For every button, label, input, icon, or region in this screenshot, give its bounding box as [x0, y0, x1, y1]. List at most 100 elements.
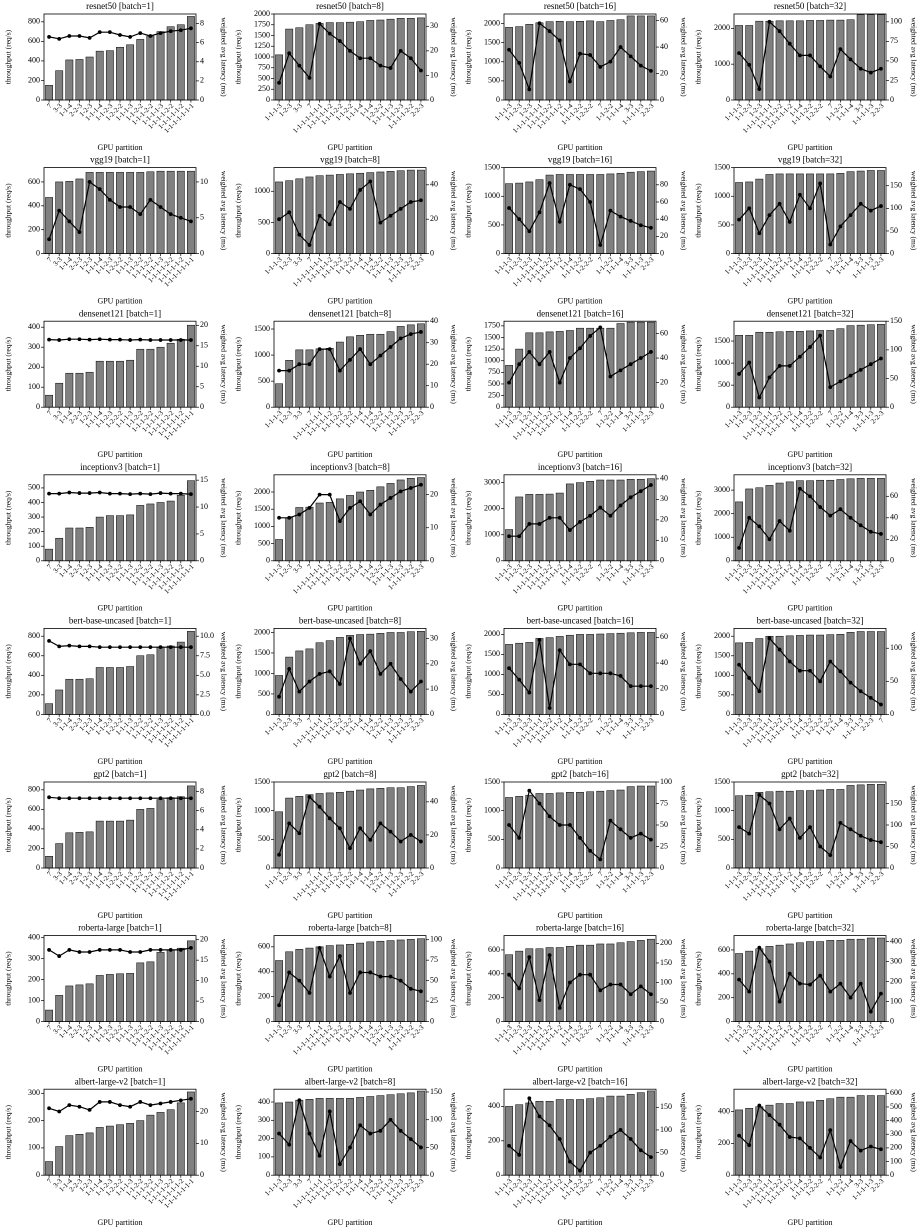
y2-tick-label: 10: [200, 177, 208, 186]
latency-point: [507, 1143, 511, 1148]
bar: [806, 480, 814, 562]
bar: [647, 1090, 655, 1176]
y2-tick-label: 60: [660, 632, 668, 641]
bar: [565, 21, 574, 101]
latency-point: [567, 980, 572, 985]
latency-point: [378, 502, 383, 507]
latency-point: [537, 801, 542, 806]
latency-point: [757, 793, 762, 797]
latency-point: [527, 522, 532, 526]
x-axis-label: GPU partition: [97, 604, 142, 613]
y-tick-label: 600: [28, 177, 40, 186]
bar: [846, 1096, 855, 1176]
y-tick-label: 0: [496, 248, 500, 257]
latency-point: [297, 232, 302, 237]
bar: [325, 792, 334, 869]
latency-point: [47, 35, 51, 39]
y2-tick-label: 30: [430, 633, 438, 642]
latency-point: [408, 833, 413, 837]
latency-point: [879, 356, 883, 361]
x-tick-label: 3-3: [292, 102, 305, 115]
bar: [626, 171, 635, 254]
latency-point: [317, 213, 322, 218]
bar: [877, 631, 885, 715]
latency-point: [408, 332, 413, 336]
latency-point: [378, 63, 383, 68]
bar: [806, 1101, 814, 1176]
latency-point: [378, 974, 383, 979]
y-tick-label: 2000: [714, 631, 730, 640]
latency-point: [128, 338, 133, 342]
latency-point: [287, 368, 292, 373]
latency-point: [107, 337, 112, 342]
latency-point: [47, 1106, 51, 1111]
y2-tick-label: 50: [890, 676, 898, 685]
y-axis-label: throughput (req/s): [464, 951, 473, 1006]
y-tick-label: 0: [496, 863, 500, 872]
bar: [755, 178, 764, 254]
y-axis-label: throughput (req/s): [464, 797, 473, 852]
x-axis-label: GPU partition: [787, 450, 832, 459]
y2-tick-label: 200: [660, 938, 672, 947]
bar: [116, 820, 124, 869]
bar: [606, 327, 615, 408]
bar: [335, 22, 344, 101]
latency-point: [777, 647, 782, 652]
bar: [735, 795, 743, 869]
y2-axis-label: weighted avg latency (ms): [449, 1093, 458, 1173]
latency-point: [537, 638, 542, 642]
y2-tick-label: 40: [660, 658, 668, 667]
x-axis-label: GPU partition: [787, 604, 832, 613]
chart-title: inceptionv3 [batch=32]: [768, 462, 852, 472]
latency-point: [158, 1101, 163, 1106]
bar: [386, 18, 395, 101]
y2-tick-label: 100: [430, 935, 442, 944]
latency-point: [818, 973, 823, 978]
bar: [745, 181, 754, 254]
chart-title: vgg19 [batch=1]: [90, 155, 150, 165]
latency-point: [317, 1153, 322, 1158]
bar: [616, 479, 625, 562]
latency-point: [767, 959, 772, 964]
y-axis-label: throughput (req/s): [234, 797, 243, 852]
bar: [606, 479, 615, 562]
y-axis-label: throughput (req/s): [4, 797, 13, 852]
y-tick-label: 200: [28, 526, 40, 535]
latency-point: [337, 519, 342, 524]
y-tick-label: 200: [488, 993, 500, 1002]
y2-axis-label: weighted avg latency (ms): [449, 939, 458, 1019]
latency-point: [638, 984, 643, 989]
latency-point: [419, 679, 423, 684]
y2-axis-label: weighted avg latency (ms): [909, 478, 918, 558]
y2-axis-label: weighted avg latency (ms): [449, 17, 458, 97]
y2-tick-label: 5: [200, 213, 204, 222]
y2-tick-label: 0: [890, 709, 894, 718]
bar: [785, 20, 794, 101]
latency-point: [408, 689, 413, 694]
bar: [576, 174, 584, 254]
latency-point: [337, 39, 342, 43]
chart-title: densenet121 [batch=32]: [767, 308, 854, 318]
latency-point: [608, 982, 613, 987]
latency-point: [128, 950, 133, 954]
bar: [846, 938, 855, 1022]
y2-tick-label: 0: [890, 863, 894, 872]
y-tick-label: 1000: [254, 350, 270, 359]
y-tick-label: 1500: [484, 777, 500, 786]
latency-point: [408, 986, 413, 991]
y2-tick-label: 15: [200, 955, 208, 964]
latency-point: [598, 325, 603, 330]
bar: [85, 527, 94, 562]
y2-tick-label: 5.0: [200, 670, 210, 679]
latency-point: [67, 948, 72, 952]
y2-tick-label: 0: [660, 1016, 664, 1025]
latency-point: [757, 395, 762, 400]
latency-point: [588, 200, 593, 204]
y2-tick-label: 10: [200, 361, 208, 370]
chart-title: inceptionv3 [batch=8]: [310, 462, 390, 472]
chart-title: bert-base-uncased [batch=32]: [757, 615, 864, 625]
x-axis-label: GPU partition: [557, 911, 602, 920]
y-tick-label: 200: [718, 1138, 730, 1147]
y-tick-label: 1500: [254, 777, 270, 786]
latency-point: [618, 214, 623, 219]
